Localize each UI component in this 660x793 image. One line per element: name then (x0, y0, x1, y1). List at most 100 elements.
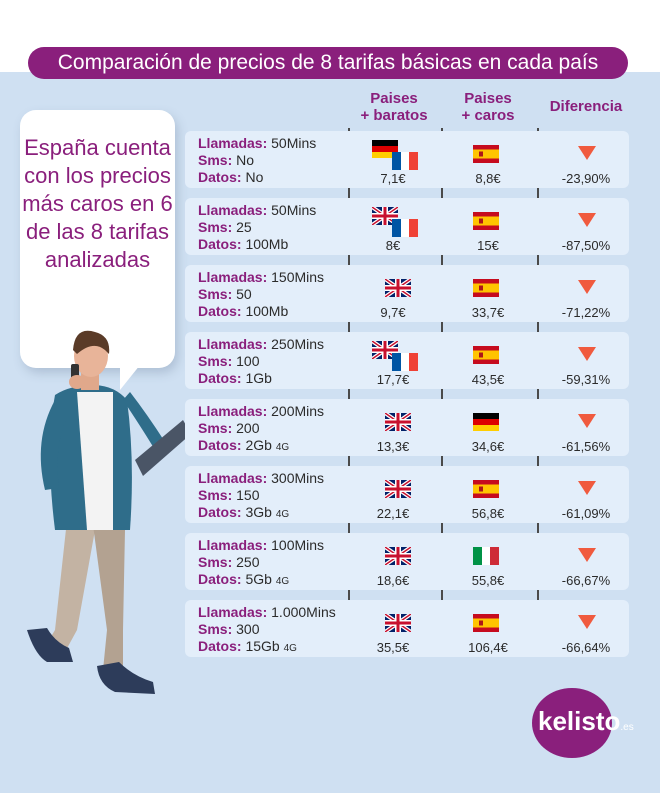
tariff-plan: Llamadas: 150Mins Sms: 50 Datos: 100Mb (198, 269, 324, 320)
plan-line-sms: Sms: 25 (198, 219, 316, 236)
plan-label-data: Datos: (198, 437, 242, 453)
tariff-plan: Llamadas: 50Mins Sms: 25 Datos: 100Mb (198, 202, 316, 253)
plan-label-calls: Llamadas: (198, 604, 268, 620)
difference-value: -66,67% (561, 573, 611, 588)
divider-line (537, 128, 539, 656)
plan-line-sms: Sms: No (198, 152, 316, 169)
plan-line-calls: Llamadas: 250Mins (198, 336, 324, 353)
plan-value-data: No (245, 169, 264, 185)
difference-value: -61,09% (561, 506, 611, 521)
plan-line-calls: Llamadas: 300Mins (198, 470, 324, 487)
plan-label-data: Datos: (198, 571, 242, 587)
tariff-plan: Llamadas: 300Mins Sms: 150 Datos: 3Gb 4G (198, 470, 324, 523)
cheap-price: 7,1€ (380, 171, 406, 186)
plan-label-calls: Llamadas: (198, 470, 268, 486)
down-arrow-icon (578, 481, 596, 495)
plan-network-tag: 4G (275, 576, 290, 587)
cheap-price: 22,1€ (376, 506, 410, 521)
expensive-price: 55,8€ (471, 573, 505, 588)
column-header-cheap-line2: + baratos (360, 107, 428, 124)
flag-spain-icon (473, 145, 499, 163)
flag-spain-icon (473, 279, 499, 297)
plan-label-sms: Sms: (198, 554, 233, 570)
difference-value: -66,64% (561, 640, 611, 655)
plan-line-calls: Llamadas: 100Mins (198, 537, 324, 554)
flag-uk-icon (385, 614, 411, 632)
plan-line-calls: Llamadas: 1.000Mins (198, 604, 336, 621)
difference-value: -59,31% (561, 372, 611, 387)
plan-line-data: Datos: 1Gb (198, 370, 324, 387)
plan-line-data: Datos: 100Mb (198, 303, 324, 320)
plan-network-tag: 4G (275, 509, 290, 520)
down-arrow-icon (578, 615, 596, 629)
tariff-plan: Llamadas: 200Mins Sms: 200 Datos: 2Gb 4G (198, 403, 324, 456)
plan-label-calls: Llamadas: (198, 202, 268, 218)
plan-label-sms: Sms: (198, 420, 233, 436)
expensive-price: 8,8€ (475, 171, 501, 186)
flag-france-icon (392, 353, 418, 371)
flag-france-icon (392, 219, 418, 237)
plan-network-tag: 4G (283, 643, 297, 654)
plan-value-data: 3Gb (245, 504, 272, 520)
plan-line-data: Datos: 3Gb 4G (198, 504, 324, 523)
plan-label-data: Datos: (198, 370, 242, 386)
expensive-price: 34,6€ (471, 439, 505, 454)
tariff-plan: Llamadas: 250Mins Sms: 100 Datos: 1Gb (198, 336, 324, 387)
expensive-price: 43,5€ (471, 372, 505, 387)
column-header-expensive: Paises + caros (452, 90, 524, 124)
plan-value-sms: No (236, 152, 255, 168)
plan-label-sms: Sms: (198, 621, 233, 637)
plan-line-calls: Llamadas: 50Mins (198, 135, 316, 152)
plan-value-calls: 250Mins (271, 336, 325, 352)
flag-spain-icon (473, 480, 499, 498)
plan-value-data: 100Mb (245, 303, 289, 319)
cheap-price: 8€ (385, 238, 401, 253)
column-header-cheap-line1: Paises (370, 90, 418, 107)
callout-tail (120, 360, 144, 390)
flag-uk-icon (385, 547, 411, 565)
plan-network-tag: 4G (275, 442, 290, 453)
plan-line-sms: Sms: 50 (198, 286, 324, 303)
tariff-plan: Llamadas: 50Mins Sms: No Datos: No (198, 135, 316, 186)
plan-line-data: Datos: 15Gb 4G (198, 638, 336, 657)
flag-germany-icon (372, 140, 398, 158)
down-arrow-icon (578, 548, 596, 562)
flag-spain-icon (473, 346, 499, 364)
flag-germany-icon (473, 413, 499, 431)
plan-label-data: Datos: (198, 169, 242, 185)
difference-value: -71,22% (561, 305, 611, 320)
plan-value-sms: 250 (236, 554, 260, 570)
tariff-plan: Llamadas: 100Mins Sms: 250 Datos: 5Gb 4G (198, 537, 324, 590)
divider-line (441, 128, 443, 656)
plan-line-sms: Sms: 300 (198, 621, 336, 638)
flag-uk-icon (385, 413, 411, 431)
difference-value: -87,50% (561, 238, 611, 253)
plan-label-data: Datos: (198, 504, 242, 520)
difference-value: -61,56% (561, 439, 611, 454)
plan-value-calls: 50Mins (271, 135, 317, 151)
expensive-price: 15€ (477, 238, 499, 253)
plan-value-calls: 150Mins (271, 269, 325, 285)
plan-line-calls: Llamadas: 200Mins (198, 403, 324, 420)
plan-label-sms: Sms: (198, 286, 233, 302)
plan-label-calls: Llamadas: (198, 537, 268, 553)
cheap-price: 9,7€ (380, 305, 406, 320)
down-arrow-icon (578, 213, 596, 227)
plan-line-data: Datos: 100Mb (198, 236, 316, 253)
cheap-price: 17,7€ (376, 372, 410, 387)
page-title: Comparación de precios de 8 tarifas bási… (28, 47, 628, 79)
cheap-price: 13,3€ (376, 439, 410, 454)
logo-name: kelisto (538, 706, 621, 736)
plan-label-data: Datos: (198, 236, 242, 252)
difference-value: -23,90% (561, 171, 611, 186)
down-arrow-icon (578, 347, 596, 361)
plan-value-sms: 25 (236, 219, 252, 235)
expensive-price: 106,4€ (468, 640, 508, 655)
plan-label-sms: Sms: (198, 152, 233, 168)
column-header-expensive-line2: + caros (461, 107, 515, 124)
plan-value-calls: 300Mins (271, 470, 325, 486)
plan-line-sms: Sms: 150 (198, 487, 324, 504)
plan-line-sms: Sms: 200 (198, 420, 324, 437)
down-arrow-icon (578, 280, 596, 294)
plan-line-sms: Sms: 100 (198, 353, 324, 370)
